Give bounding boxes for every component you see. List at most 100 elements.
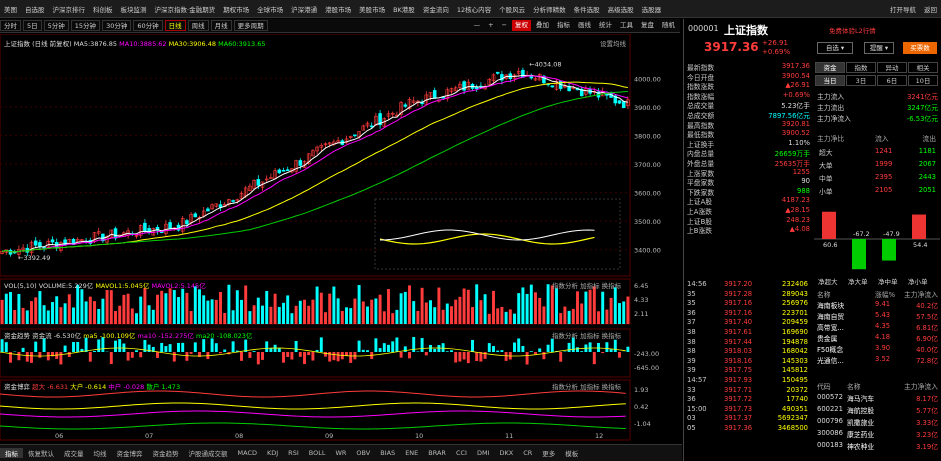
indicator-tab[interactable]: 均线 <box>93 450 107 458</box>
period-tab[interactable]: 周线 <box>187 20 209 31</box>
stock-row[interactable]: 000796 凯撒旅业 3.33亿 <box>817 417 938 427</box>
indicator-tab[interactable]: RSI <box>288 449 299 457</box>
chart-control-button[interactable]: 复盘 <box>641 21 654 29</box>
nav-item[interactable]: 板块监测 <box>120 5 147 14</box>
fund-tab[interactable]: 异动 <box>877 62 907 73</box>
fund-tab[interactable]: 相关 <box>908 62 938 73</box>
chart-control-button[interactable]: 画线 <box>578 21 591 29</box>
period-tab[interactable]: 更多周期 <box>233 20 268 31</box>
indicator-tab[interactable]: DKX <box>499 449 514 457</box>
quote-value: ▲4.08 <box>789 225 810 234</box>
nav-item[interactable]: 资金流向 <box>422 5 449 14</box>
chart-control-button[interactable]: 统计 <box>599 21 612 29</box>
indicator-tab[interactable]: MACD <box>237 449 257 457</box>
indicator-tab[interactable]: CCI <box>455 449 467 457</box>
quote-label: 平盘家数 <box>687 179 715 188</box>
period-tab[interactable]: 5日 <box>23 20 42 31</box>
fund-buttons[interactable]: 指数分析 加指标 换指标 <box>552 332 622 340</box>
fund-bar <box>156 352 159 358</box>
period-tab[interactable]: 60分钟 <box>133 20 163 31</box>
chart-canvas[interactable]: 4000.00 3900.00 3800.00 3700.00 3600.00 3500.… <box>0 33 682 444</box>
indicator-tab[interactable]: CR <box>523 449 533 457</box>
nav-item[interactable]: 沪深港通 <box>291 5 318 14</box>
fund-tab[interactable]: 资金 <box>815 62 845 73</box>
chart-area[interactable]: 4000.00 3900.00 3800.00 3700.00 3600.00 3500.… <box>0 33 682 450</box>
indicator-tab[interactable]: 恢复默认 <box>28 450 54 458</box>
stock-row[interactable]: 600221 海航控股 5.77亿 <box>817 405 938 415</box>
watchlist-button[interactable]: 自选 ▾ <box>817 42 853 54</box>
chart-control-button[interactable]: 复权 <box>512 20 531 31</box>
fund-subtab[interactable]: 当日 <box>815 75 845 86</box>
indicator-tab[interactable]: 资金博弈 <box>116 450 143 458</box>
nav-item[interactable]: 12核心内容 <box>456 5 492 14</box>
indicator-tab[interactable]: ENE <box>405 449 419 457</box>
nav-item[interactable]: 自选股 <box>25 5 45 14</box>
nav-item[interactable]: 条件选股 <box>573 5 600 14</box>
volume-bar <box>172 290 176 324</box>
chart-control-button[interactable]: 随机 <box>662 21 675 29</box>
chart-control-button[interactable]: + <box>488 21 494 29</box>
period-tab[interactable]: 月线 <box>210 20 232 31</box>
indicator-tab[interactable]: 资金趋势 <box>152 450 179 458</box>
fund-subtab[interactable]: 3日 <box>846 75 876 86</box>
sector-row[interactable]: 光通信... 3.52 72.8亿 <box>817 355 938 365</box>
nav-item[interactable]: 美图 <box>4 5 17 14</box>
nav-item[interactable]: 分析师精数 <box>533 5 566 14</box>
indicator-tab[interactable]: DMI <box>476 449 490 457</box>
indicator-tab[interactable]: KDJ <box>266 449 279 457</box>
nav-item[interactable]: 返回 <box>924 5 937 14</box>
sector-row[interactable]: F50概念 3.90 40.0亿 <box>817 344 938 354</box>
ma-settings-link[interactable]: 设置均线 <box>600 40 626 48</box>
indicator-tab[interactable]: OBV <box>356 449 371 457</box>
nav-item[interactable]: 沪深京排行 <box>52 5 86 14</box>
stock-row[interactable]: 000572 海马汽车 8.17亿 <box>817 393 938 403</box>
nav-item[interactable]: 期权市场 <box>223 5 250 14</box>
tick-row: 39 3917.75 145812 <box>687 366 808 375</box>
indicator-tab[interactable]: 模板 <box>565 450 579 458</box>
period-tab[interactable]: 15分钟 <box>70 20 101 31</box>
period-tab[interactable]: 30分钟 <box>102 20 132 31</box>
nav-item[interactable]: 全球市场 <box>257 5 284 14</box>
stock-row[interactable]: 000183 神农种业 3.19亿 <box>817 441 938 451</box>
sector-row[interactable]: 海南板块 9.41 40.2亿 <box>817 300 938 310</box>
period-tab[interactable]: 分时 <box>0 20 21 31</box>
chart-control-button[interactable]: 工具 <box>620 21 633 29</box>
indicator-tab[interactable]: 指标 <box>0 448 23 458</box>
nav-item[interactable]: 科创板 <box>93 5 113 14</box>
l2-trial-link[interactable]: 免费体验L2行情 <box>829 27 876 35</box>
stock-row[interactable]: 300086 康芝药业 3.23亿 <box>817 429 938 439</box>
nav-item[interactable]: BK港股 <box>393 5 415 14</box>
period-tab[interactable]: 日线 <box>164 20 186 31</box>
nav-item[interactable]: 高级选股 <box>607 5 634 14</box>
indicator-tab[interactable]: BIAS <box>380 449 396 457</box>
buy-button[interactable]: 买票数 <box>903 42 937 54</box>
indicator-tab[interactable]: 沪股通成交额 <box>188 450 228 458</box>
indicator-tab[interactable]: BOLL <box>308 449 326 457</box>
alert-button[interactable]: 提醒 ▾ <box>864 42 894 54</box>
sector-row[interactable]: 高带宽... 4.35 6.81亿 <box>817 322 938 332</box>
sector-row[interactable]: 贵金属 4.18 6.90亿 <box>817 333 938 343</box>
fund-bar <box>252 351 256 352</box>
fund-subtab[interactable]: 6日 <box>877 75 907 86</box>
period-tab[interactable]: 5分钟 <box>43 20 69 31</box>
fund-tab[interactable]: 指数 <box>846 62 876 73</box>
indicator-tab[interactable]: WR <box>335 449 347 457</box>
indicator-tab[interactable]: 成交量 <box>64 450 84 458</box>
chart-control-button[interactable]: − <box>501 21 507 29</box>
chart-control-button[interactable]: 叠加 <box>536 21 549 29</box>
chart-control-button[interactable]: 指标 <box>557 21 570 29</box>
indicator-tab[interactable]: 更多 <box>542 450 556 458</box>
nav-item[interactable]: 沪深京指数·金融期货 <box>154 5 216 14</box>
indicator-tab[interactable]: BRAR <box>428 449 446 457</box>
nav-item[interactable]: 个股风云 <box>499 5 526 14</box>
nav-item[interactable]: 打开导航 <box>890 5 916 14</box>
vol-buttons[interactable]: 指数分析 加指标 换指标 <box>552 282 622 290</box>
volume-bar <box>147 305 151 324</box>
chart-control-button[interactable]: — <box>473 21 481 29</box>
nav-item[interactable]: 港股市场 <box>325 5 352 14</box>
game-buttons[interactable]: 指数分析 加指标 换指标 <box>552 383 622 391</box>
nav-item[interactable]: 选股器 <box>641 5 662 14</box>
sector-row[interactable]: 海南自贸 5.43 57.5亿 <box>817 311 938 321</box>
nav-item[interactable]: 美股市场 <box>359 5 386 14</box>
fund-subtab[interactable]: 10日 <box>908 75 938 86</box>
